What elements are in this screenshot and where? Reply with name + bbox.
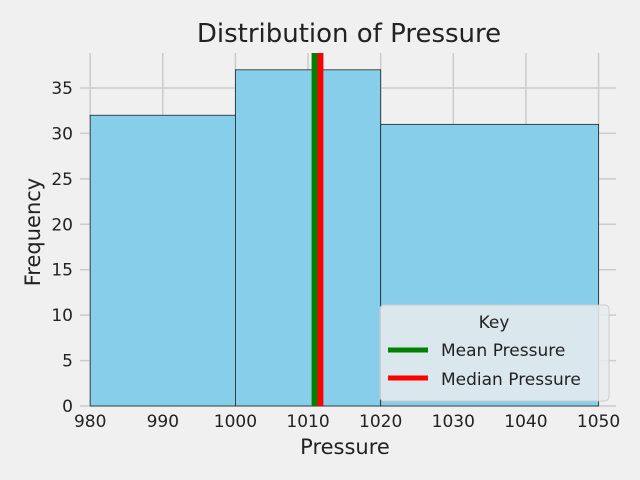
x-tick-label: 990 xyxy=(147,412,179,432)
legend-label-mean: Mean Pressure xyxy=(441,341,565,361)
reference-lines xyxy=(311,53,324,406)
histogram-bar xyxy=(89,114,236,407)
y-axis-label: Frequency xyxy=(21,178,45,287)
legend-label-median: Median Pressure xyxy=(441,370,581,390)
y-tick-label: 35 xyxy=(51,79,73,99)
y-tick-label: 5 xyxy=(62,352,73,372)
y-tick-label: 10 xyxy=(51,306,73,326)
chart-title: Distribution of Pressure xyxy=(197,19,501,49)
x-tick-label: 1030 xyxy=(432,412,475,432)
legend-box xyxy=(379,304,610,402)
y-tick-labels: 0 5 10 15 20 25 30 35 xyxy=(51,79,73,417)
y-tick-label: 30 xyxy=(51,124,73,144)
x-tick-label: 1050 xyxy=(577,412,620,432)
x-tick-label: 1000 xyxy=(214,412,257,432)
y-tick-label: 15 xyxy=(51,261,73,281)
histogram-bar xyxy=(235,69,382,407)
legend-title: Key xyxy=(479,313,510,333)
x-tick-labels: 980 990 1000 1010 1020 1030 1040 1050 xyxy=(74,412,620,432)
y-tick-label: 20 xyxy=(51,215,73,235)
x-tick-label: 980 xyxy=(74,412,106,432)
x-tick-label: 1020 xyxy=(359,412,402,432)
y-tick-label: 25 xyxy=(51,170,73,190)
x-axis-label: Pressure xyxy=(300,435,390,459)
legend: Key Mean Pressure Median Pressure xyxy=(379,304,610,402)
y-tick-label: 0 xyxy=(62,397,73,417)
x-tick-label: 1010 xyxy=(286,412,329,432)
x-tick-label: 1040 xyxy=(504,412,547,432)
